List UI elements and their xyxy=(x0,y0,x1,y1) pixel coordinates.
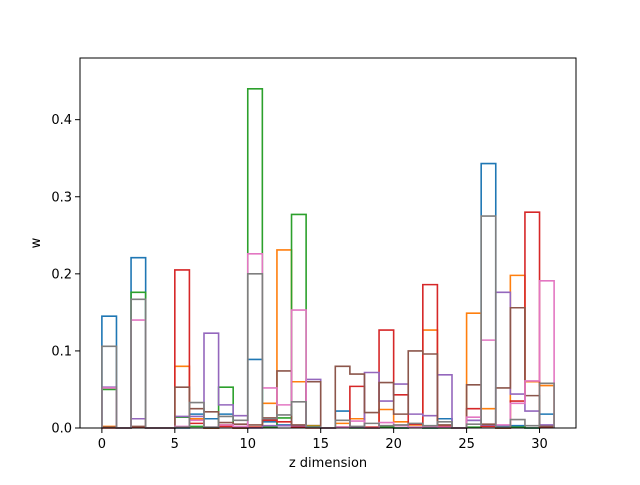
x-tick-label: 20 xyxy=(385,437,402,452)
x-tick-label: 5 xyxy=(171,437,179,452)
y-tick-label: 0.4 xyxy=(51,113,72,128)
x-tick-label: 15 xyxy=(312,437,329,452)
x-tick-label: 30 xyxy=(531,437,548,452)
x-tick-label: 0 xyxy=(98,437,106,452)
y-tick-label: 0.0 xyxy=(51,422,72,437)
x-axis-label: z dimension xyxy=(289,456,367,471)
x-tick-label: 10 xyxy=(239,437,256,452)
x-tick-label: 25 xyxy=(458,437,475,452)
y-tick-label: 0.1 xyxy=(51,344,72,359)
y-tick-label: 0.2 xyxy=(51,267,72,282)
plot-area xyxy=(80,58,576,428)
y-axis-label: w xyxy=(29,237,44,248)
y-axis: 0.0 0.1 0.2 0.3 0.4 xyxy=(51,113,80,437)
y-tick-label: 0.3 xyxy=(51,190,72,205)
x-axis: 0 5 10 15 20 25 30 xyxy=(98,428,548,452)
plot-frame xyxy=(79,57,577,429)
